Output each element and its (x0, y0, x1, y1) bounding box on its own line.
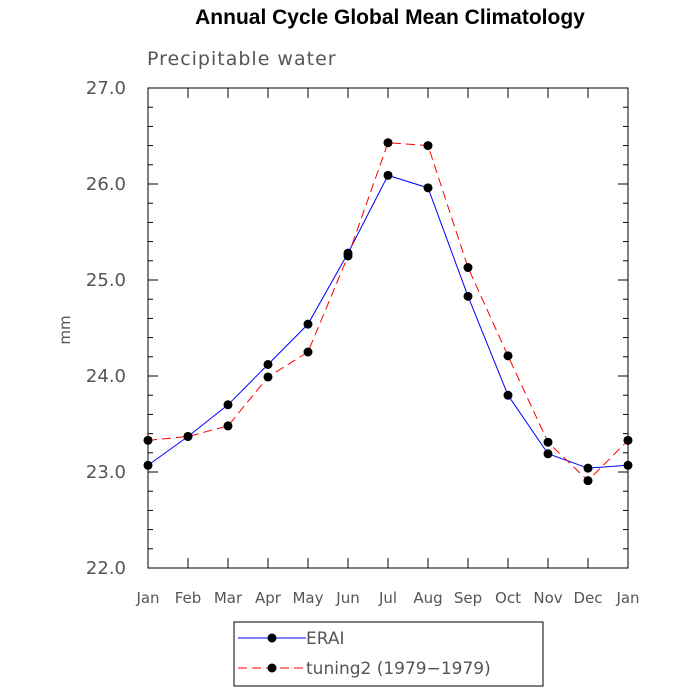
x-tick-label: Oct (495, 589, 521, 607)
x-tick-label: Dec (573, 589, 602, 607)
x-tick-label: Nov (533, 589, 562, 607)
x-tick-label: Jan (135, 589, 159, 607)
legend: ERAI tuning2 (1979−1979) (233, 621, 544, 687)
series-0-point (143, 460, 153, 470)
series-0-point (543, 449, 553, 459)
y-tick-label: 25.0 (86, 270, 126, 291)
series-1-point (623, 435, 633, 445)
series-1-point (583, 476, 593, 486)
series-0-point (623, 460, 633, 470)
legend-label-0: ERAI (306, 629, 345, 649)
series-1-point (423, 141, 433, 151)
x-tick-label: May (292, 589, 323, 607)
y-tick-label: 27.0 (86, 78, 126, 99)
legend-marker-0 (267, 633, 277, 643)
y-tick-label: 23.0 (86, 462, 126, 483)
y-tick-label: 26.0 (86, 174, 126, 195)
series-1-point (263, 372, 273, 382)
series-line-0 (147, 174, 629, 469)
series-0-point (223, 400, 233, 410)
series-0-point (503, 390, 513, 400)
x-tick-label: Jul (378, 589, 397, 607)
series-1-point (143, 435, 153, 445)
x-tick-label: Apr (255, 589, 282, 607)
plot-series (143, 138, 633, 486)
series-1-point (223, 421, 233, 431)
series-1-point (343, 251, 353, 261)
x-tick-label: Sep (454, 589, 482, 607)
chart-subtitle: Precipitable water (147, 48, 337, 70)
series-0-point (303, 319, 313, 329)
plot-frame (147, 87, 629, 569)
series-line-1 (147, 142, 629, 482)
y-axis-label: mm (56, 315, 74, 344)
y-tick-label: 22.0 (86, 558, 126, 579)
x-tick-label: Mar (214, 589, 243, 607)
series-0-point (463, 291, 473, 301)
series-1-point (303, 347, 313, 357)
x-tick-label: Feb (175, 589, 202, 607)
series-0-point (423, 183, 433, 193)
y-tick-label: 24.0 (86, 366, 126, 387)
series-0-point (383, 170, 393, 180)
series-1-point (463, 263, 473, 273)
legend-label-1: tuning2 (1979−1979) (306, 659, 491, 679)
x-tick-label: Aug (413, 589, 442, 607)
chart-title: Annual Cycle Global Mean Climatology (195, 6, 585, 29)
legend-marker-1 (267, 663, 277, 673)
x-tick-label: Jan (615, 589, 639, 607)
series-1-point (383, 138, 393, 148)
plot-axes: 22.0 23.0 24.0 25.0 26.0 27.0 Jan Feb Mar Apr May J… (56, 78, 640, 607)
series-1-point (543, 437, 553, 447)
legend-box (233, 621, 544, 687)
series-0-point (263, 359, 273, 369)
series-1-point (503, 351, 513, 361)
x-tick-label: Jun (335, 589, 359, 607)
series-0-point (583, 463, 593, 473)
series-1-point (183, 431, 193, 441)
